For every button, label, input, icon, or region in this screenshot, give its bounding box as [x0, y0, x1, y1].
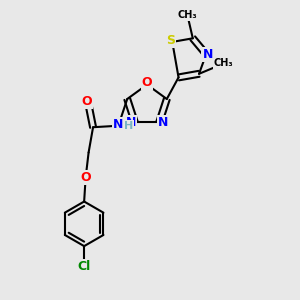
Text: CH₃: CH₃ [214, 58, 233, 68]
Text: S: S [166, 34, 175, 47]
Text: CH₃: CH₃ [177, 11, 197, 20]
Text: O: O [142, 76, 152, 89]
Text: O: O [81, 95, 92, 108]
Text: H: H [124, 121, 134, 131]
Text: N: N [113, 118, 124, 131]
Text: O: O [80, 171, 91, 184]
Text: N: N [202, 48, 213, 61]
Text: N: N [126, 116, 136, 129]
Text: N: N [158, 116, 168, 129]
Text: Cl: Cl [77, 260, 91, 272]
